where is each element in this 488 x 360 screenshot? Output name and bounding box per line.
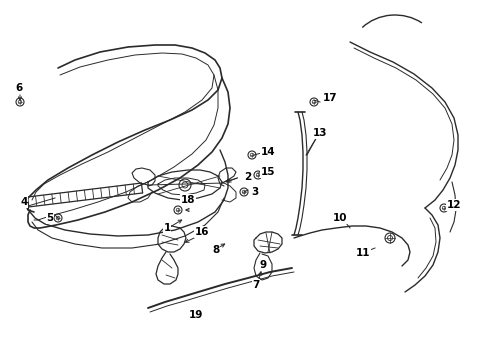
Text: 11: 11 [355,248,369,258]
Text: 7: 7 [252,280,259,290]
Text: 14: 14 [260,147,275,157]
Text: 4: 4 [20,197,28,207]
Text: 6: 6 [15,83,22,93]
Text: 8: 8 [212,245,219,255]
Text: 1: 1 [163,223,170,233]
Text: 18: 18 [181,195,195,205]
Text: 17: 17 [322,93,337,103]
Text: 10: 10 [332,213,346,223]
Text: 9: 9 [259,260,266,270]
Text: 16: 16 [194,227,209,237]
Text: 15: 15 [260,167,275,177]
Text: 12: 12 [446,200,460,210]
Text: 3: 3 [251,187,258,197]
Text: 13: 13 [312,128,326,138]
Text: 5: 5 [46,213,54,223]
Text: 2: 2 [244,172,251,182]
Text: 19: 19 [188,310,203,320]
